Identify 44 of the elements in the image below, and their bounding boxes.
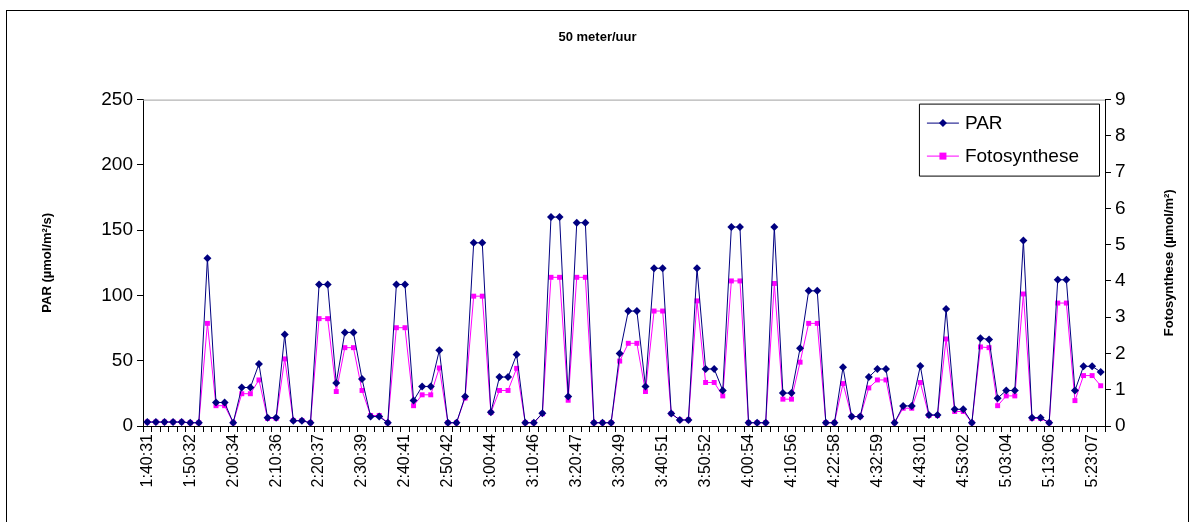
y2-tick-label: 9 [1115,87,1126,109]
x-tick-label: 5:13:06 [1039,433,1057,488]
y-axis-title: PAR (µmol/m²/s) [38,212,54,313]
x-tick-label: 1:50:32 [180,433,198,488]
x-tick-label: 3:40:51 [653,433,671,488]
x-tick-label: 3:50:52 [696,433,713,488]
x-tick-label: 4:53:02 [953,433,971,488]
y2-tick-label: 1 [1115,377,1126,399]
y2-tick-label: 7 [1115,160,1126,182]
x-tick-label: 3:10:46 [524,433,542,488]
x-tick-label: 2:30:39 [352,433,370,488]
x-tick-label: 3:20:47 [567,433,585,488]
y2-tick-label: 0 [1115,414,1126,436]
y2-tick-label: 2 [1115,341,1126,363]
y2-tick-label: 3 [1115,305,1126,327]
x-tick-label: 4:10:56 [781,433,799,488]
legend-label: PAR [964,112,1003,134]
y-tick-label: 100 [101,283,133,305]
y2-axis-title: Fotosynthese (µmol/m²) [1160,189,1176,337]
x-tick-label: 2:10:36 [266,433,284,488]
y-tick-label: 250 [101,87,133,109]
y2-tick-label: 8 [1115,124,1126,146]
x-tick-label: 5:23:07 [1082,433,1100,488]
x-tick-label: 4:00:54 [738,433,756,488]
x-tick-label: 2:20:37 [309,433,327,488]
y2-tick-label: 5 [1115,232,1126,254]
y2-tick-label: 6 [1115,196,1126,218]
chart-title: 50 meter/uur [558,29,637,45]
y-tick-label: 50 [111,348,133,370]
legend-label: Fotosynthese [964,145,1080,167]
x-tick-label: 2:00:34 [223,433,241,488]
y-tick-label: 200 [101,153,133,175]
y-tick-label: 0 [122,414,133,436]
x-tick-label: 1:40:31 [137,433,155,488]
x-tick-label: 4:43:01 [910,433,928,488]
x-tick-label: 4:32:59 [867,433,885,488]
y-tick-label: 150 [101,218,133,240]
x-tick-label: 3:30:49 [610,433,628,488]
x-tick-label: 4:22:58 [824,433,842,488]
y2-tick-label: 4 [1115,269,1126,291]
x-tick-label: 2:50:42 [438,433,456,488]
x-tick-label: 2:40:41 [395,433,413,488]
x-tick-label: 3:00:44 [481,433,499,488]
x-tick-label: 5:03:04 [996,433,1014,488]
